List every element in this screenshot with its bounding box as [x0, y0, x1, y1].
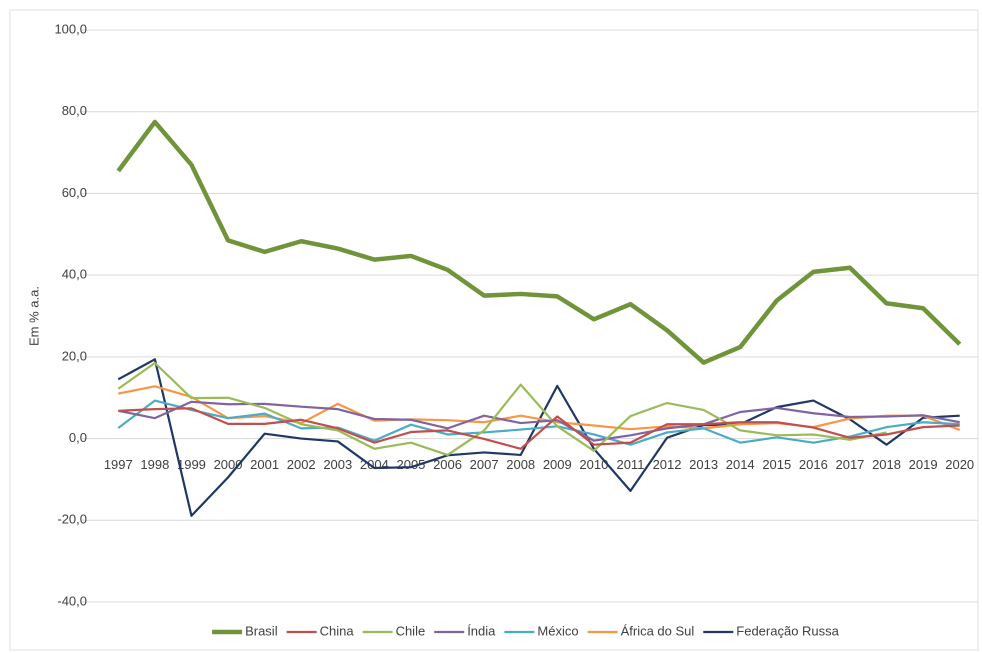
x-tick-label: 2003: [323, 457, 352, 472]
x-tick-label: 1997: [104, 457, 133, 472]
series-line: [117, 358, 960, 517]
y-tick-label: 0,0: [69, 430, 87, 445]
x-tick-label: 2002: [287, 457, 316, 472]
legend-label: México: [537, 623, 578, 638]
x-tick-label: 2020: [945, 457, 974, 472]
series-line: [117, 399, 960, 446]
y-tick-label: 40,0: [62, 267, 87, 282]
x-tick-label: 2004: [360, 457, 389, 472]
legend-label: Índia: [467, 623, 496, 638]
legend-label: China: [320, 623, 355, 638]
x-tick-label: 2007: [470, 457, 499, 472]
x-tick-label: 1998: [140, 457, 169, 472]
x-tick-label: 2016: [799, 457, 828, 472]
x-tick-label: 2018: [872, 457, 901, 472]
x-tick-label: 2019: [909, 457, 938, 472]
series-line: [118, 407, 960, 450]
x-tick-label: 2006: [433, 457, 462, 472]
x-tick-label: 2012: [653, 457, 682, 472]
y-tick-label: 100,0: [54, 21, 87, 36]
x-tick-label: 2017: [835, 457, 864, 472]
x-tick-label: 2014: [726, 457, 755, 472]
y-tick-label: -40,0: [57, 593, 87, 608]
legend-label: Chile: [396, 623, 426, 638]
series-line: [117, 361, 887, 457]
legend-label: África do Sul: [621, 623, 695, 638]
x-tick-label: 2010: [579, 457, 608, 472]
y-tick-label: 20,0: [62, 348, 87, 363]
x-tick-label: 2001: [250, 457, 279, 472]
legend-label: Brasil: [245, 623, 278, 638]
series-line: [116, 119, 962, 365]
series-line: [118, 400, 960, 442]
y-tick-label: 60,0: [62, 185, 87, 200]
x-tick-label: 2009: [543, 457, 572, 472]
y-tick-label: -20,0: [57, 512, 87, 527]
x-tick-label: 2013: [689, 457, 718, 472]
x-tick-label: 2015: [762, 457, 791, 472]
x-tick-label: 2011: [616, 457, 644, 472]
series-line: [118, 385, 961, 432]
x-tick-label: 2008: [506, 457, 535, 472]
legend-label: Federação Russa: [736, 623, 839, 638]
y-axis-label: Em % a.a.: [26, 286, 41, 346]
chart-frame: [9, 9, 979, 651]
x-tick-label: 1999: [177, 457, 206, 472]
y-tick-label: 80,0: [62, 103, 87, 118]
